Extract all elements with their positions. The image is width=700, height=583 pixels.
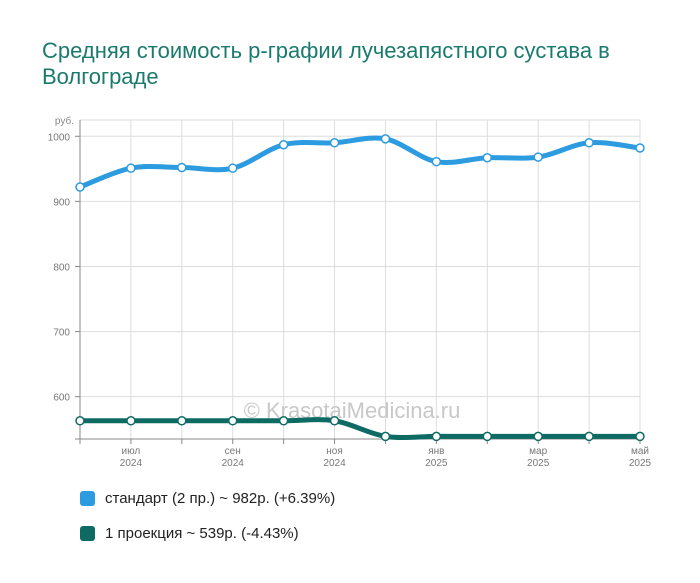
legend-item-standard[interactable]: стандарт (2 пр.) ~ 982р. (+6.39%) — [80, 490, 335, 507]
series-line-0 — [77, 135, 643, 190]
data-point — [380, 134, 391, 144]
data-point — [329, 416, 340, 426]
y-tick-label: 800 — [53, 262, 70, 273]
data-point — [533, 152, 543, 162]
y-tick-label: 700 — [53, 328, 70, 339]
legend-label: 1 проекция ~ 539р. (-4.43%) — [105, 525, 299, 542]
y-tick-label: 900 — [53, 197, 70, 208]
chart-title: Средняя стоимость р-графии лучезапястног… — [42, 38, 610, 89]
data-point — [635, 143, 645, 153]
x-tick-label-year: 2024 — [120, 458, 143, 469]
data-point — [533, 431, 543, 442]
x-tick-label-month: май — [631, 446, 649, 457]
legend-swatch — [80, 526, 95, 541]
y-tick-label: 1000 — [48, 132, 71, 143]
data-point — [177, 162, 187, 173]
x-tick-label-month: ноя — [326, 446, 343, 457]
x-tick-label-year: 2024 — [323, 458, 346, 469]
y-tick-label: 600 — [53, 393, 70, 404]
axes: руб.6007008009001000июл2024сен2024ноя202… — [48, 115, 652, 469]
data-point — [329, 138, 340, 148]
data-point — [75, 416, 85, 426]
data-point — [482, 153, 493, 163]
x-tick-label-year: 2024 — [222, 458, 245, 469]
series — [75, 134, 645, 442]
data-point — [75, 182, 85, 192]
x-tick-label-year: 2025 — [425, 458, 448, 469]
data-point — [380, 431, 391, 442]
data-point — [278, 416, 289, 426]
legend-swatch — [80, 491, 95, 506]
data-point — [482, 431, 493, 442]
data-point — [431, 156, 442, 167]
data-point — [227, 416, 238, 426]
data-point — [635, 431, 645, 442]
data-point — [126, 163, 136, 173]
x-tick-label-year: 2025 — [629, 458, 652, 469]
x-tick-label-month: июл — [122, 446, 141, 457]
data-point — [126, 416, 136, 426]
y-axis-unit-label: руб. — [55, 115, 74, 127]
data-point — [584, 431, 594, 442]
data-point — [177, 416, 187, 426]
data-point — [278, 139, 289, 150]
data-point — [584, 138, 594, 148]
data-point — [431, 431, 442, 442]
x-tick-label-year: 2025 — [527, 458, 550, 469]
legend-label: стандарт (2 пр.) ~ 982р. (+6.39%) — [105, 490, 336, 507]
x-tick-label-month: сен — [225, 446, 241, 457]
x-tick-label-month: мар — [529, 446, 547, 457]
legend-item-1-projection[interactable]: 1 проекция ~ 539р. (-4.43%) — [80, 525, 299, 542]
grid — [79, 119, 641, 439]
data-point — [227, 163, 238, 173]
x-tick-label-month: янв — [428, 446, 444, 457]
